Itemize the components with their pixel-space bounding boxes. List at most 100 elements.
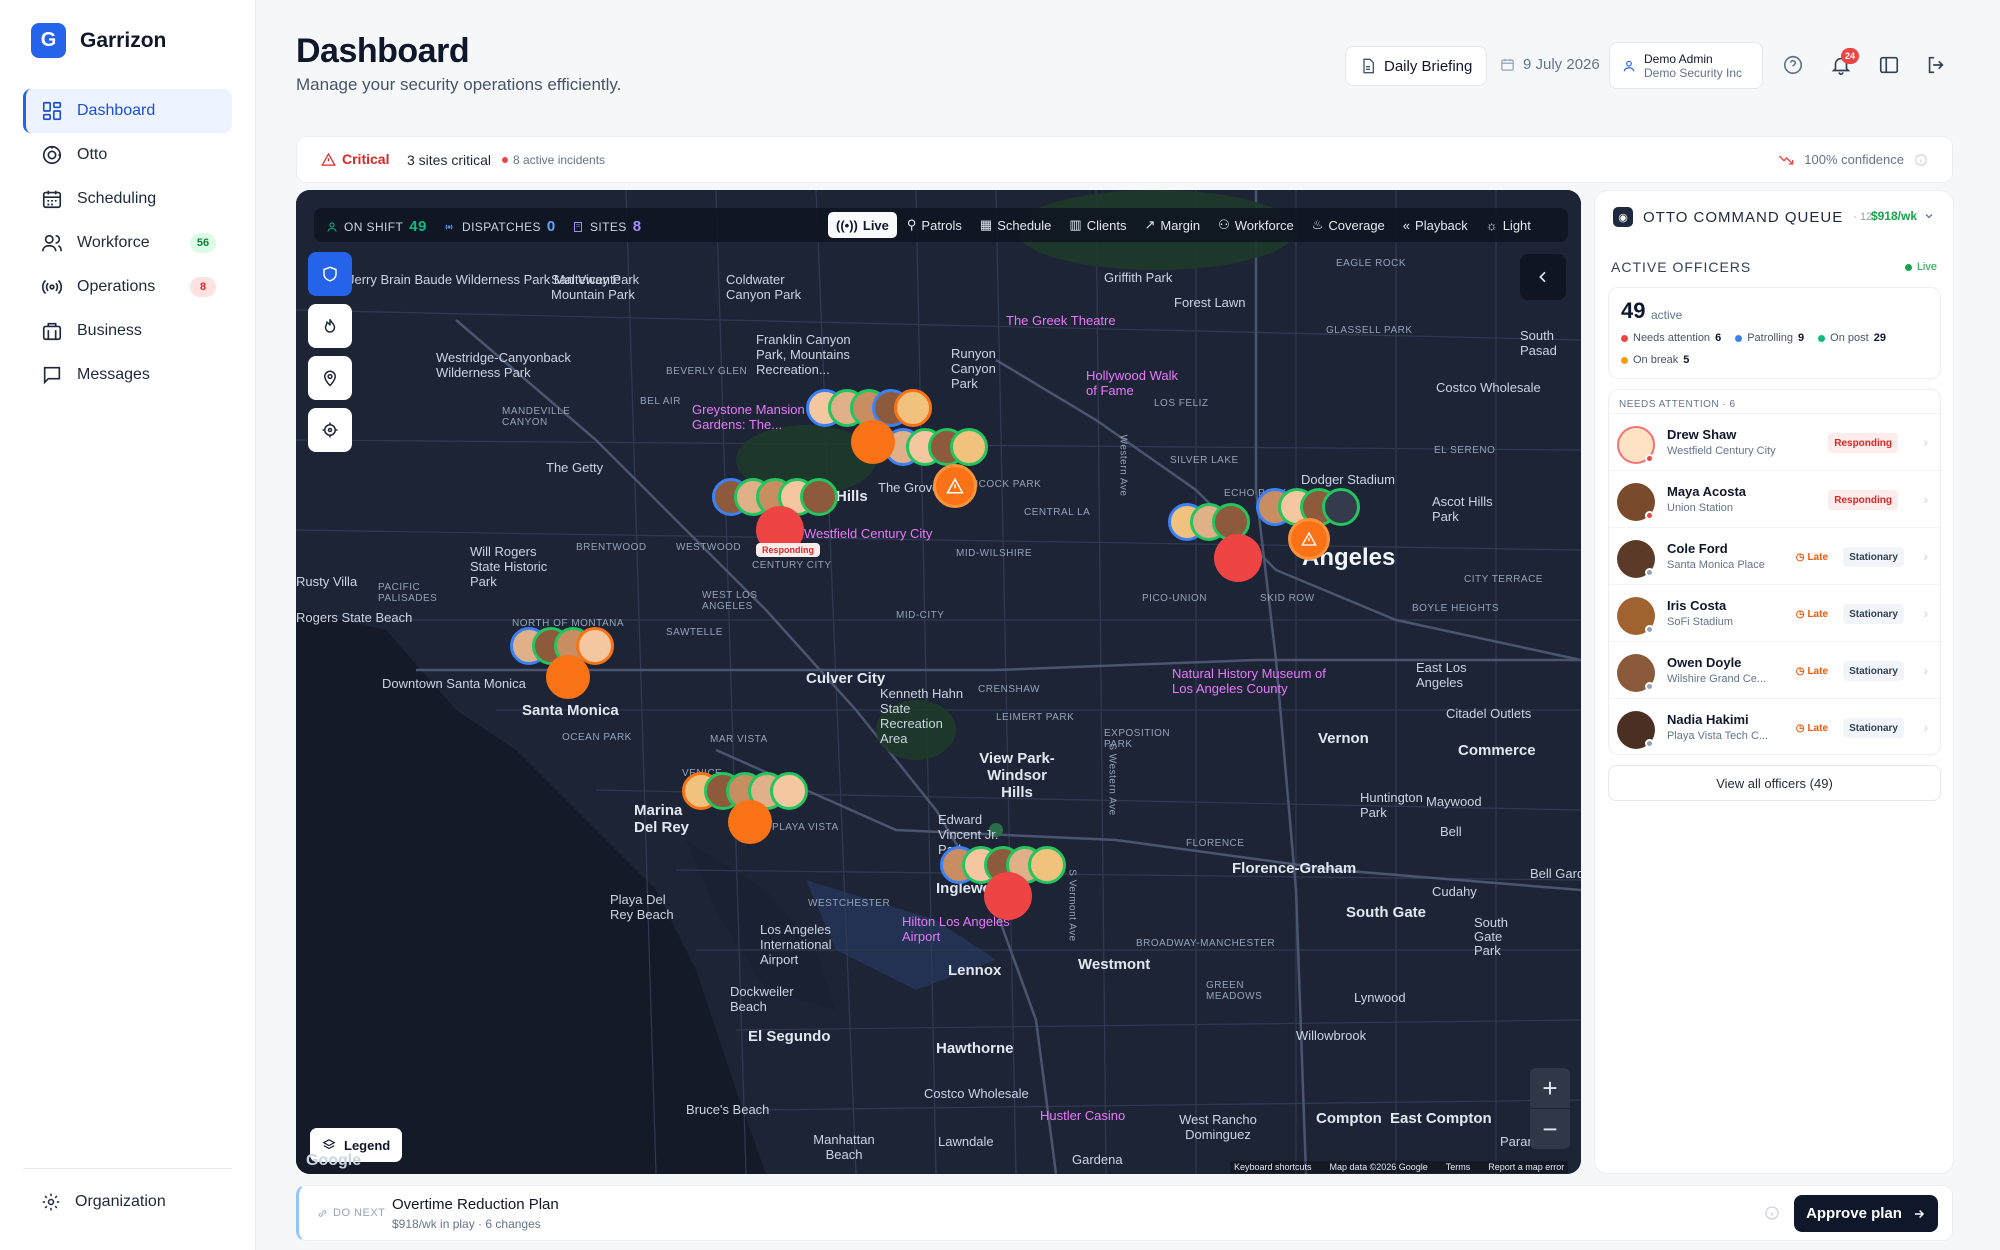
terms-link[interactable]: Terms	[1445, 1162, 1471, 1172]
officer-avatar[interactable]	[576, 627, 614, 665]
officer-avatar[interactable]	[894, 389, 932, 427]
officer-avatar[interactable]	[1028, 846, 1066, 884]
tab-workforce[interactable]: ⚇ Workforce	[1210, 212, 1302, 238]
panel-price[interactable]: $918/wk	[1871, 209, 1935, 223]
site-marker-critical[interactable]	[1214, 534, 1262, 582]
patrolling-stat[interactable]: Patrolling 9	[1735, 332, 1804, 344]
zoom-in-button[interactable]: +	[1530, 1068, 1570, 1108]
info-icon[interactable]	[1764, 1205, 1780, 1221]
crosshair-icon	[322, 422, 338, 438]
approve-plan-button[interactable]: Approve plan	[1794, 1195, 1938, 1232]
daily-briefing-button[interactable]: Daily Briefing	[1345, 46, 1488, 86]
tab-clients[interactable]: ▥ Clients	[1061, 212, 1134, 238]
officer-row[interactable]: Iris Costa SoFi Stadium ◷ Late Stationary…	[1609, 584, 1942, 641]
map-label: HANCOCK PARK	[956, 479, 1042, 490]
sidebar-item-otto[interactable]: Otto	[23, 133, 232, 177]
view-all-officers-button[interactable]: View all officers (49)	[1608, 765, 1941, 801]
site-marker-critical[interactable]	[984, 872, 1032, 920]
flame-tool-button[interactable]	[308, 304, 352, 348]
map-label: Hills	[836, 488, 868, 505]
stat-label: Needs attention	[1633, 332, 1711, 344]
map-label: BRENTWOOD	[576, 542, 647, 553]
map-label: Hustler Casino	[1040, 1108, 1126, 1123]
map-collapse-button[interactable]	[1520, 254, 1566, 300]
tab-light[interactable]: ☼ Light	[1478, 212, 1539, 238]
layers-icon	[322, 1139, 336, 1150]
map-label: Costco Wholesale	[1436, 380, 1541, 395]
officer-avatar[interactable]	[770, 772, 808, 810]
brand-name: Garrizon	[80, 28, 167, 52]
pin-tool-button[interactable]	[308, 356, 352, 400]
sidebar: G Garrizon Dashboard Otto Scheduling Wor…	[0, 0, 256, 1250]
broadcast-icon	[445, 224, 453, 229]
logout-icon[interactable]	[1925, 54, 1947, 76]
site-marker-warning[interactable]	[851, 420, 895, 464]
site-marker-warning[interactable]	[728, 800, 772, 844]
incident-marker[interactable]	[1288, 518, 1330, 560]
officer-row[interactable]: Owen Doyle Wilshire Grand Ce... ◷ Late St…	[1609, 641, 1942, 698]
user-icon	[327, 222, 337, 232]
needs-attention-stat[interactable]: Needs attention 6	[1621, 332, 1721, 344]
info-icon[interactable]	[1914, 153, 1928, 167]
map-label: East Compton	[1390, 1110, 1492, 1127]
building-icon	[574, 221, 582, 232]
zoom-out-button[interactable]: −	[1530, 1109, 1570, 1149]
sidebar-item-label: Business	[77, 322, 142, 339]
officer-row[interactable]: Cole Ford Santa Monica Place ◷ Late Stati…	[1609, 527, 1942, 584]
command-queue-panel: ◉ OTTO COMMAND QUEUE · 12 $918/wk ACTIVE…	[1594, 190, 1954, 1174]
tab-margin[interactable]: ↗ Margin	[1136, 212, 1208, 238]
notification-count: 24	[1841, 48, 1859, 64]
tab-coverage[interactable]: ♨ Coverage	[1304, 212, 1393, 238]
report-error-link[interactable]: Report a map error	[1488, 1162, 1565, 1172]
users-icon	[42, 234, 62, 252]
sidebar-item-scheduling[interactable]: Scheduling	[23, 177, 232, 221]
sidebar-item-operations[interactable]: Operations 8	[23, 265, 232, 309]
map-label: LEIMERT PARK	[996, 712, 1075, 723]
tab-live[interactable]: ((•)) Live	[828, 212, 897, 238]
critical-status-bar: Critical 3 sites critical 8 active incid…	[296, 136, 1953, 183]
map-label: Westridge-Canyonback Wilderness Park	[436, 350, 571, 380]
tab-patrols[interactable]: ⚲ Patrols	[899, 212, 970, 238]
user-menu[interactable]: Demo Admin Demo Security Inc	[1609, 42, 1763, 89]
officer-avatar[interactable]	[1322, 488, 1360, 526]
legend-button[interactable]: Legend	[310, 1128, 403, 1162]
on-shift-value: 49	[409, 218, 427, 235]
tab-label: Playback	[1415, 217, 1468, 233]
brand[interactable]: G Garrizon	[31, 23, 166, 58]
trend-down-icon	[1779, 155, 1794, 165]
sidebar-item-organization[interactable]: Organization	[41, 1192, 166, 1212]
sidebar-item-messages[interactable]: Messages	[23, 353, 232, 397]
header-date[interactable]: 9 July 2026	[1500, 56, 1600, 73]
on-post-stat[interactable]: On post 29	[1818, 332, 1886, 344]
sidebar-item-dashboard[interactable]: Dashboard	[23, 89, 232, 133]
chevron-right-icon: ›	[1923, 605, 1928, 621]
shield-tool-button[interactable]	[308, 252, 352, 296]
critical-tag[interactable]: Critical	[321, 151, 389, 167]
panel-toggle-icon[interactable]	[1878, 54, 1900, 76]
officer-name: Cole Ford	[1667, 541, 1728, 556]
sidebar-item-business[interactable]: Business	[23, 309, 232, 353]
late-label: Late	[1807, 551, 1828, 563]
officer-row[interactable]: Maya Acosta Union Station Responding ›	[1609, 470, 1942, 527]
incident-marker[interactable]	[933, 464, 977, 508]
sidebar-item-workforce[interactable]: Workforce 56	[23, 221, 232, 265]
on-break-stat[interactable]: On break 5	[1621, 354, 1689, 366]
operations-map[interactable]: Jerry Brain Baude Wilderness Park Maltew…	[296, 190, 1581, 1174]
map-label: San Vicente Mountain Park	[551, 272, 635, 302]
locate-tool-button[interactable]	[308, 408, 352, 452]
officer-avatar[interactable]	[800, 478, 838, 516]
tab-schedule[interactable]: ▦ Schedule	[972, 212, 1060, 238]
keyboard-shortcuts-link[interactable]: Keyboard shortcuts	[1234, 1162, 1312, 1172]
tab-playback[interactable]: «Playback	[1395, 212, 1476, 238]
sun-icon: ☼	[1485, 217, 1498, 233]
map-label: View Park-Windsor Hills	[979, 750, 1055, 801]
officer-row[interactable]: Nadia Hakimi Playa Vista Tech C... ◷ Late…	[1609, 698, 1942, 755]
panel-count: · 12	[1853, 211, 1873, 223]
brand-logo: G	[31, 23, 66, 58]
sidebar-item-label: Dashboard	[77, 102, 156, 119]
help-icon[interactable]	[1782, 54, 1804, 76]
map-label: Bell	[1440, 824, 1462, 839]
site-marker-warning[interactable]	[546, 655, 590, 699]
officer-avatar[interactable]	[950, 428, 988, 466]
officer-row[interactable]: Drew Shaw Westfield Century City Respond…	[1609, 413, 1942, 470]
